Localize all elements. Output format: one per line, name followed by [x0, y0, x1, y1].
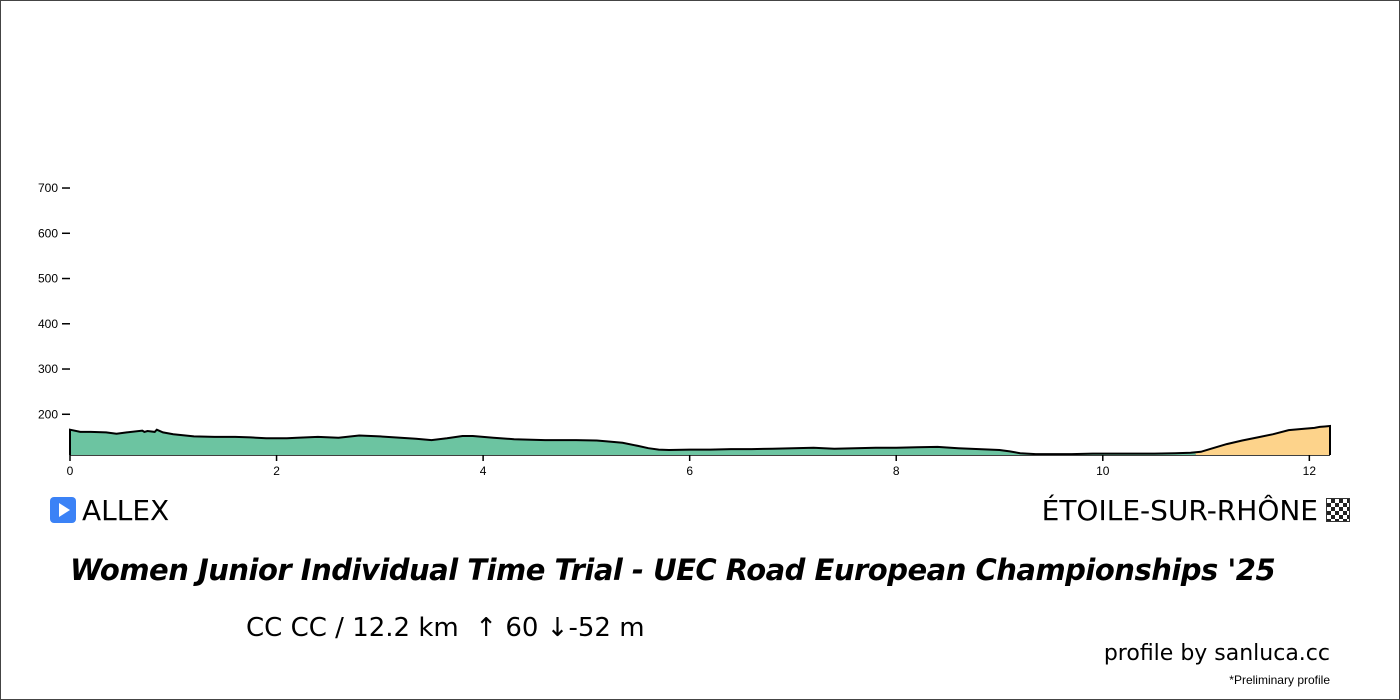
x-tick-label-6: 6 [686, 464, 693, 478]
finish-location: ÉTOILE-SUR-RHÔNE [1042, 492, 1350, 528]
x-axis: 0 2 4 6 8 10 12 [67, 454, 1330, 478]
stage-descent: ↓-52 m [546, 613, 645, 643]
start-location: ALLEX [50, 492, 169, 528]
y-tick-label-500: 500 [38, 272, 58, 286]
elevation-areas [70, 426, 1330, 455]
x-tick-label-4: 4 [480, 464, 487, 478]
elevation-segment-1 [70, 429, 1196, 455]
stage-climb: ↑ 60 [475, 613, 539, 643]
preliminary-note: *Preliminary profile [1229, 673, 1330, 687]
elevation-line [69, 424, 1331, 456]
profile-credit: profile by sanluca.cc [1103, 641, 1330, 666]
elevation-segment-2 [1195, 426, 1330, 455]
y-tick-label-600: 600 [38, 226, 58, 240]
y-axis: 200 300 400 500 600 700 [38, 181, 70, 421]
race-stats: CC CC / 12.2 km ↑ 60 ↓-52 m [246, 613, 645, 643]
stage-category: CC CC [246, 613, 327, 643]
x-tick-label-8: 8 [893, 464, 900, 478]
finish-location-label: ÉTOILE-SUR-RHÔNE [1041, 493, 1318, 527]
race-title: Women Junior Individual Time Trial - UEC… [70, 553, 1276, 587]
x-tick-label-10: 10 [1096, 464, 1110, 478]
y-tick-label-300: 300 [38, 362, 58, 376]
y-tick-label-400: 400 [38, 317, 58, 331]
start-location-label: ALLEX [82, 493, 170, 527]
elevation-outline [69, 424, 1331, 456]
checkered-flag-icon [1326, 498, 1350, 522]
x-tick-label-0: 0 [67, 464, 74, 478]
stats-separator: / [335, 613, 344, 643]
y-tick-label-700: 700 [38, 181, 58, 195]
x-tick-label-2: 2 [273, 464, 280, 478]
stage-distance: 12.2 km [352, 613, 459, 643]
x-tick-label-12: 12 [1303, 464, 1317, 478]
play-icon [50, 497, 76, 523]
y-tick-label-200: 200 [38, 407, 58, 421]
